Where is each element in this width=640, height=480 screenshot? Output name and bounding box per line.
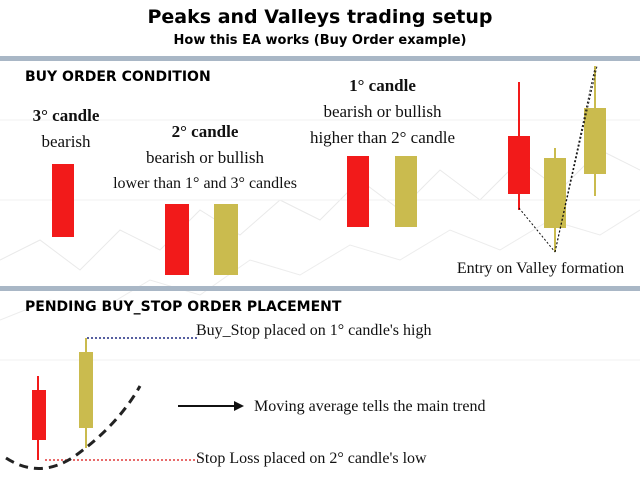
candle1-desc1: bearish or bullish [323,102,442,121]
pending-order-diagram [5,337,198,470]
middle-divider [0,286,640,291]
candle2-desc2: lower than 1° and 3° candles [113,175,297,192]
candle3-desc: bearish [41,132,91,151]
candle1-title: 1° candle [349,76,416,95]
candle2-title: 2° candle [171,122,239,141]
top-divider [0,56,640,61]
moving-average-label: Moving average tells the main trend [254,398,486,415]
candle3-bearish-candle [52,164,74,237]
valley-candle1-body [584,108,606,174]
moving-average-curve [5,385,142,470]
valley-candle2-body [544,158,566,228]
candle1-bearish-example [347,156,369,227]
stop-loss-label: Stop Loss placed on 2° candle's low [196,450,427,467]
buy-stop-label: Buy_Stop placed on 1° candle's high [196,322,432,339]
candle1-bullish-example [395,156,417,227]
buy-order-condition-heading: BUY ORDER CONDITION [25,69,211,85]
candle2-desc1: bearish or bullish [145,148,265,167]
valley-line-left [518,207,556,253]
candle2-bullish-example [214,204,238,275]
valley-line-right [554,67,596,253]
page-title: Peaks and Valleys trading setup [147,6,493,28]
arrow-right-icon [178,401,244,411]
pending-candle-red-body [32,390,46,440]
candle1-desc2: higher than 2° candle [309,128,456,147]
pending-candle-olive-body [79,352,93,428]
pending-order-heading: PENDING BUY_STOP ORDER PLACEMENT [25,299,342,315]
candle2-bearish-example [165,204,189,275]
valley-formation-diagram [508,65,606,253]
valley-candle3-body [508,136,530,194]
page-subtitle: How this EA works (Buy Order example) [173,33,467,48]
candle3-title: 3° candle [32,106,100,125]
background-chart-decoration [0,119,640,361]
entry-label: Entry on Valley formation [456,260,625,277]
